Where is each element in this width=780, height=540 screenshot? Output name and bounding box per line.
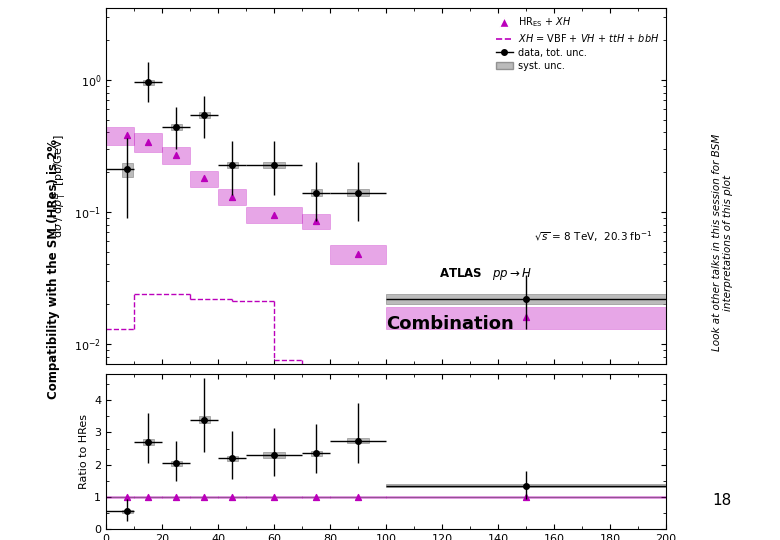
Bar [218,496,246,498]
Bar [246,496,302,498]
Point [520,492,533,501]
Point [268,211,281,219]
Bar [347,190,370,196]
Bar [386,307,666,329]
Text: Compatibility with the SM (HRes) is 2%: Compatibility with the SM (HRes) is 2% [48,139,60,399]
Bar [106,127,134,145]
Bar [171,124,182,130]
Point [226,492,239,501]
Bar [226,456,238,461]
Bar [218,190,246,205]
Bar [330,245,386,264]
Bar [190,171,218,187]
Point [352,249,364,258]
Text: $\sqrt{s}$ = 8 TeV,  20.3 fb$^{-1}$: $\sqrt{s}$ = 8 TeV, 20.3 fb$^{-1}$ [534,230,652,244]
Y-axis label: d$\sigma$ / d$p_{\rm T}^{H}$  [pb/GeV]: d$\sigma$ / d$p_{\rm T}^{H}$ [pb/GeV] [49,134,69,238]
Point [142,492,154,501]
Bar [310,451,322,456]
Y-axis label: Ratio to HRes: Ratio to HRes [79,414,89,489]
Bar [386,484,666,487]
Point [121,492,133,501]
Bar [246,207,302,223]
Bar [310,190,322,196]
Point [142,137,154,146]
Bar [162,147,190,164]
Bar [171,461,182,465]
Point [310,492,322,501]
Bar [347,438,370,443]
Point [121,131,133,140]
Bar [263,163,285,168]
Bar [134,496,162,498]
Bar [162,496,190,498]
Bar [143,80,154,85]
Bar [386,294,666,304]
Text: 18: 18 [713,494,732,508]
Point [352,492,364,501]
Point [226,192,239,201]
Point [170,151,183,159]
Bar [199,416,210,423]
Text: Look at other talks in this session for BSM
interpretations of this plot: Look at other talks in this session for … [711,134,733,352]
Bar [330,496,386,498]
Point [198,174,211,183]
Text: Combination: Combination [386,315,514,333]
Bar [190,496,218,498]
Point [310,217,322,225]
Point [268,492,281,501]
Bar [143,439,154,446]
Bar [386,496,666,498]
Text: $\bf{ATLAS}$   $pp{\rightarrow}H$: $\bf{ATLAS}$ $pp{\rightarrow}H$ [439,266,533,282]
Bar [106,496,134,498]
Bar [302,496,330,498]
Legend: HR$_{\rm ES}$ + $XH$, $XH$ = VBF + $VH$ + $ttH$ + $bbH$, data, tot. unc., syst. : HR$_{\rm ES}$ + $XH$, $XH$ = VBF + $VH$ … [494,13,661,73]
Point [198,492,211,501]
Bar [226,163,238,168]
Point [170,492,183,501]
Bar [122,510,133,513]
Bar [134,133,162,152]
Bar [263,453,285,457]
Bar [302,214,330,229]
Bar [199,112,210,118]
Point [520,313,533,321]
Bar [122,163,133,177]
